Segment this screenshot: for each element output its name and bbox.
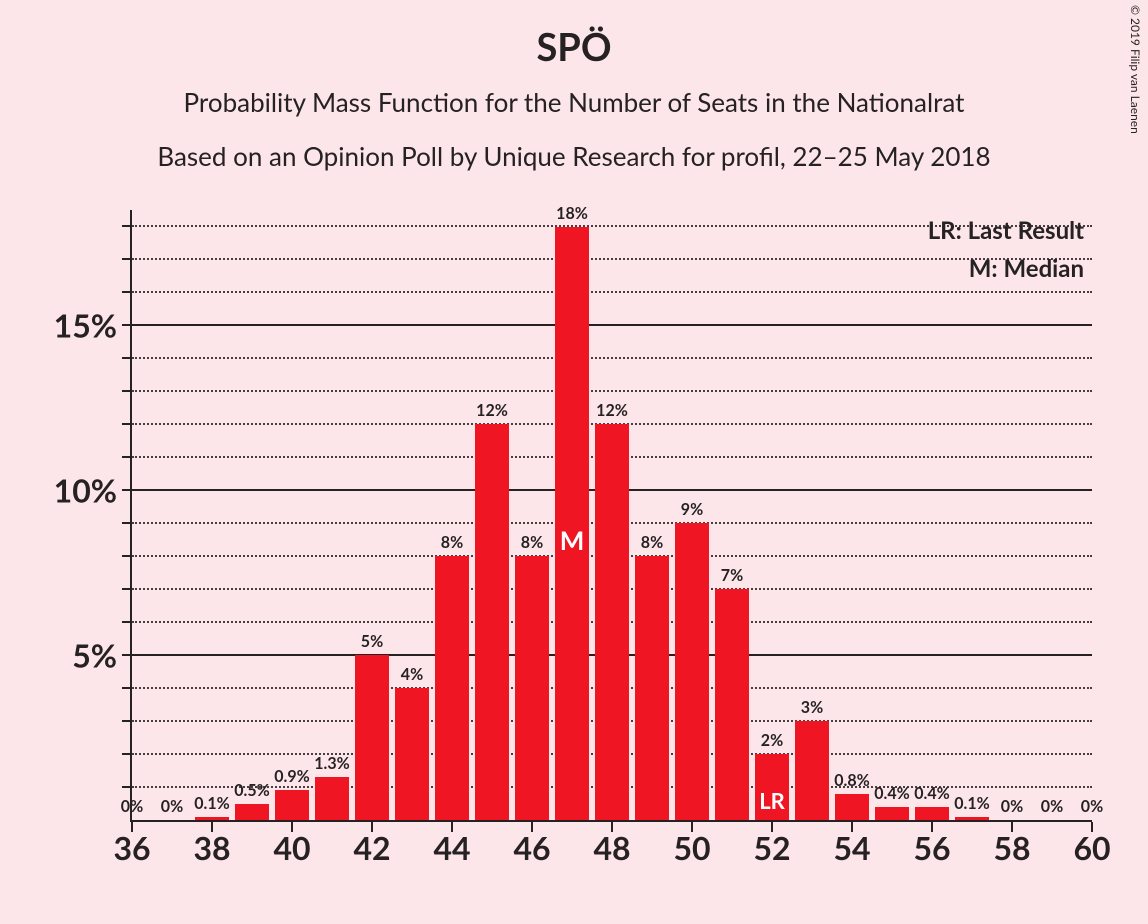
bar — [275, 790, 309, 820]
bar — [595, 424, 629, 820]
x-axis-label: 38 — [182, 828, 242, 867]
legend-lr: LR: Last Result — [928, 216, 1084, 245]
bar-value-label: 0.1% — [954, 794, 989, 813]
bar-value-label: 0.1% — [194, 794, 229, 813]
y-tick-mark — [122, 555, 132, 557]
gridline-major — [132, 324, 1092, 326]
x-axis-label: 46 — [502, 828, 562, 867]
x-axis-label: 52 — [742, 828, 802, 867]
y-tick-mark — [122, 258, 132, 260]
bar — [195, 817, 229, 820]
bar — [635, 556, 669, 820]
chart-subtitle-1: Probability Mass Function for the Number… — [0, 86, 1148, 118]
x-axis-label: 56 — [902, 828, 962, 867]
bar — [715, 589, 749, 820]
bar — [795, 721, 829, 820]
y-tick-mark — [122, 621, 132, 623]
gridline-minor — [132, 258, 1092, 260]
median-marker: M — [560, 524, 585, 556]
bar-value-label: 18% — [556, 204, 588, 223]
y-tick-mark — [122, 588, 132, 590]
bar — [955, 817, 989, 820]
bar-value-label: 0% — [121, 797, 143, 816]
x-axis-label: 44 — [422, 828, 482, 867]
y-axis-label: 5% — [0, 636, 117, 675]
bar-value-label: 4% — [401, 665, 423, 684]
bar-value-label: 0.4% — [874, 784, 909, 803]
bar-value-label: 5% — [361, 632, 383, 651]
x-axis-label: 40 — [262, 828, 322, 867]
bar — [475, 424, 509, 820]
bar-value-label: 2% — [761, 731, 783, 750]
bar-value-label: 8% — [521, 533, 543, 552]
y-tick-mark — [122, 225, 132, 227]
last-result-marker: LR — [759, 787, 785, 814]
bar-value-label: 9% — [681, 500, 703, 519]
gridline-minor — [132, 225, 1092, 227]
gridline-minor — [132, 357, 1092, 359]
bar-value-label: 0.8% — [834, 771, 869, 790]
bar-value-label: 0% — [1081, 797, 1103, 816]
x-axis-label: 54 — [822, 828, 882, 867]
y-tick-mark — [122, 687, 132, 689]
y-tick-mark — [122, 390, 132, 392]
y-tick-mark — [122, 522, 132, 524]
bar — [835, 794, 869, 820]
y-tick-mark — [122, 423, 132, 425]
chart-subtitle-2: Based on an Opinion Poll by Unique Resea… — [0, 140, 1148, 172]
bar-value-label: 0% — [1041, 797, 1063, 816]
bar — [395, 688, 429, 820]
bar-value-label: 0.5% — [234, 781, 269, 800]
bar — [235, 804, 269, 820]
x-axis-label: 36 — [102, 828, 162, 867]
y-tick-mark — [122, 720, 132, 722]
bar-value-label: 0% — [1001, 797, 1023, 816]
y-tick-mark — [122, 786, 132, 788]
gridline-minor — [132, 291, 1092, 293]
bar — [355, 655, 389, 820]
y-axis-label: 15% — [0, 306, 117, 345]
x-axis-label: 60 — [1062, 828, 1122, 867]
y-axis-label: 10% — [0, 471, 117, 510]
bar — [515, 556, 549, 820]
x-axis-label: 58 — [982, 828, 1042, 867]
gridline-minor — [132, 390, 1092, 392]
bar — [435, 556, 469, 820]
y-tick-mark — [122, 654, 132, 656]
bar-value-label: 8% — [441, 533, 463, 552]
y-tick-mark — [122, 324, 132, 326]
bar-value-label: 0% — [161, 797, 183, 816]
bar — [875, 807, 909, 820]
y-tick-mark — [122, 489, 132, 491]
bar-value-label: 12% — [476, 401, 508, 420]
bar — [915, 807, 949, 820]
copyright-text: © 2019 Filip van Laenen — [1128, 5, 1143, 134]
bar-value-label: 3% — [801, 698, 823, 717]
x-axis-label: 48 — [582, 828, 642, 867]
bar — [315, 777, 349, 820]
bar-value-label: 12% — [596, 401, 628, 420]
y-tick-mark — [122, 753, 132, 755]
x-axis-label: 50 — [662, 828, 722, 867]
bar-value-label: 0.4% — [914, 784, 949, 803]
pmf-bar-chart: LR: Last Result M: Median 5%10%15%363840… — [130, 210, 1092, 822]
bar — [675, 523, 709, 820]
bar-value-label: 8% — [641, 533, 663, 552]
y-tick-mark — [122, 456, 132, 458]
y-tick-mark — [122, 291, 132, 293]
chart-title: SPÖ — [0, 24, 1148, 70]
bar-value-label: 0.9% — [274, 767, 309, 786]
bar-value-label: 7% — [721, 566, 743, 585]
x-axis-label: 42 — [342, 828, 402, 867]
bar-value-label: 1.3% — [314, 754, 349, 773]
y-tick-mark — [122, 357, 132, 359]
